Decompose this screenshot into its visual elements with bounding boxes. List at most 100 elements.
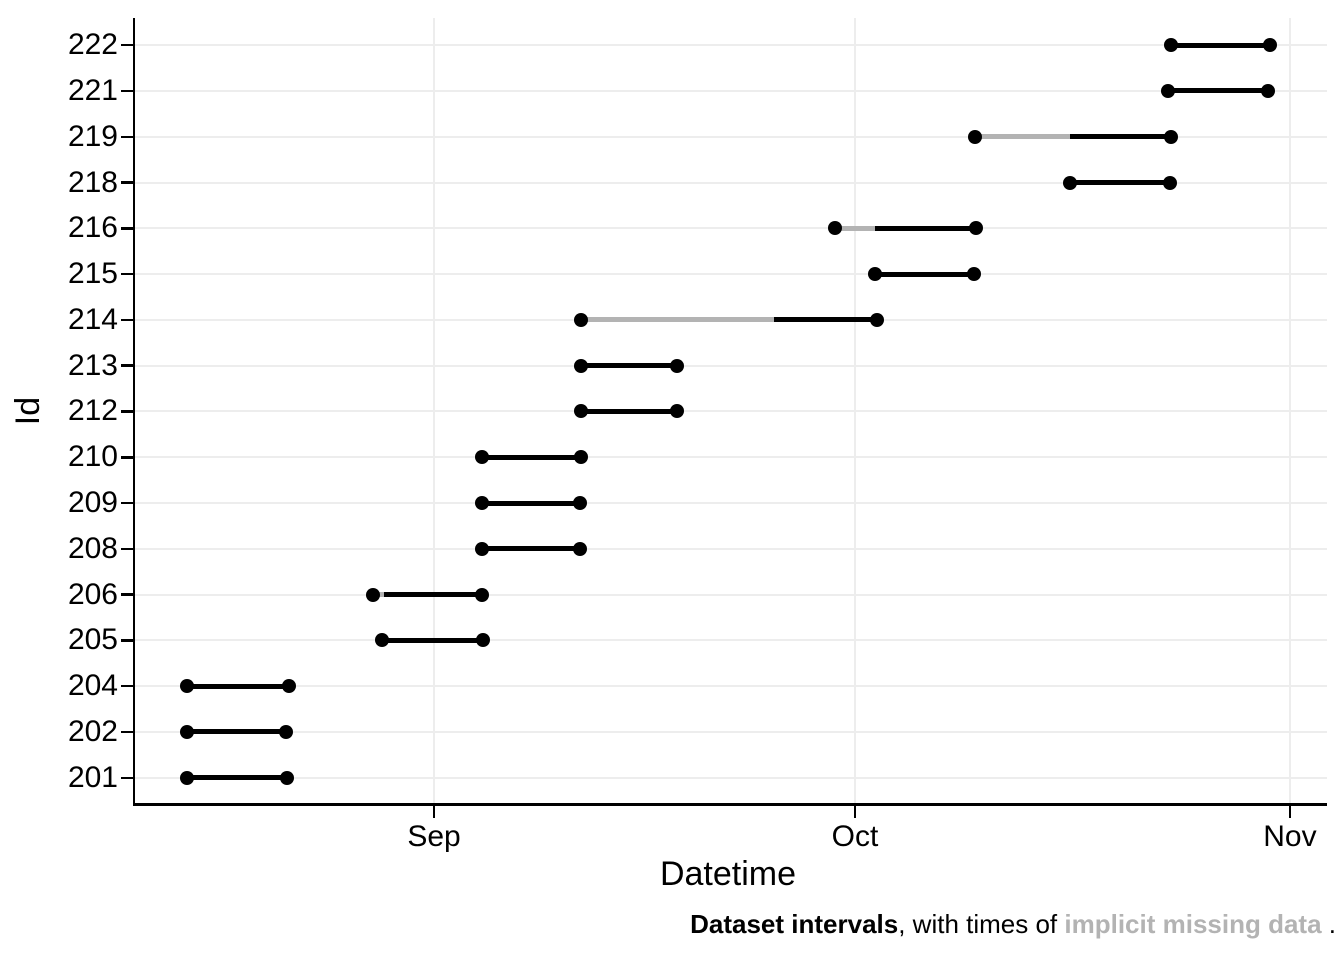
h-gridline xyxy=(135,593,1327,596)
interval-bar xyxy=(382,637,484,643)
interval-bar xyxy=(581,408,678,414)
x-tick xyxy=(853,805,857,818)
y-tick xyxy=(120,410,133,413)
x-axis-line xyxy=(132,803,1327,806)
y-tick xyxy=(120,181,133,184)
h-gridline xyxy=(135,89,1327,92)
h-gridline xyxy=(135,135,1327,138)
y-tick-label: 222 xyxy=(67,28,118,62)
h-gridline xyxy=(135,685,1327,688)
y-tick xyxy=(120,456,133,459)
interval-dot xyxy=(869,312,884,327)
caption-bold-lead: Dataset intervals xyxy=(690,909,899,939)
y-tick xyxy=(120,730,133,734)
interval-dot xyxy=(1163,38,1178,53)
y-tick xyxy=(120,43,133,47)
interval-bar xyxy=(187,729,286,735)
y-tick-label: 215 xyxy=(67,257,118,291)
h-gridline xyxy=(135,456,1327,459)
y-tick-label: 221 xyxy=(67,73,118,107)
missing-bar xyxy=(581,317,775,323)
x-tick-label: Nov xyxy=(1263,820,1317,853)
interval-dot xyxy=(475,587,490,602)
x-axis-title: Datetime xyxy=(659,855,797,893)
interval-bar xyxy=(774,317,877,323)
interval-bar xyxy=(581,363,678,369)
interval-dot xyxy=(574,358,589,373)
interval-dot xyxy=(180,724,195,739)
interval-bar xyxy=(482,454,582,460)
h-gridline xyxy=(135,410,1327,413)
y-tick-label: 202 xyxy=(67,714,118,748)
interval-dot xyxy=(967,129,982,144)
missing-bar xyxy=(974,134,1071,140)
y-tick xyxy=(120,776,133,779)
interval-bar xyxy=(874,271,974,277)
interval-dot xyxy=(574,450,589,465)
interval-dot xyxy=(1263,38,1278,53)
interval-dot xyxy=(968,221,983,236)
interval-dot xyxy=(574,312,589,327)
h-gridline xyxy=(135,273,1327,276)
y-tick-label: 210 xyxy=(67,440,118,474)
x-tick xyxy=(1288,805,1292,818)
interval-dot xyxy=(1162,175,1177,190)
interval-dot xyxy=(867,267,882,282)
y-tick xyxy=(120,547,133,551)
y-tick-label: 216 xyxy=(67,211,118,245)
v-gridline xyxy=(433,18,436,803)
y-tick xyxy=(120,639,133,642)
y-tick xyxy=(120,501,133,505)
interval-bar xyxy=(1170,42,1271,48)
interval-bar xyxy=(384,592,483,598)
interval-dot xyxy=(475,541,490,556)
y-tick xyxy=(120,227,133,230)
h-gridline xyxy=(135,181,1327,184)
caption-middle-text: , with times of xyxy=(898,909,1065,939)
h-gridline xyxy=(135,227,1327,230)
caption-period: . xyxy=(1321,909,1336,939)
interval-bar xyxy=(482,500,580,506)
interval-dot xyxy=(670,358,685,373)
interval-bar xyxy=(1167,88,1268,94)
interval-dot xyxy=(574,404,589,419)
y-axis-line xyxy=(132,18,135,806)
interval-dot xyxy=(180,770,195,785)
interval-dot xyxy=(375,633,390,648)
interval-dot xyxy=(365,587,380,602)
missing-bar xyxy=(835,225,875,231)
caption-missing-data-text: implicit missing data xyxy=(1064,909,1322,939)
interval-dot xyxy=(1260,83,1275,98)
interval-dot xyxy=(572,496,587,511)
h-gridline xyxy=(135,364,1327,367)
y-tick xyxy=(120,364,133,367)
y-tick xyxy=(120,318,133,322)
caption: Dataset intervals, with times of implici… xyxy=(136,908,1336,940)
interval-dot xyxy=(966,267,981,282)
interval-dot xyxy=(281,679,296,694)
interval-dot xyxy=(279,770,294,785)
interval-dot xyxy=(180,679,195,694)
y-tick-label: 206 xyxy=(67,577,118,611)
interval-dot xyxy=(1163,129,1178,144)
interval-bar xyxy=(482,546,580,552)
interval-dot xyxy=(475,496,490,511)
x-tick-label: Oct xyxy=(831,820,879,853)
y-tick xyxy=(120,593,133,596)
y-tick-label: 213 xyxy=(67,348,118,382)
y-tick xyxy=(120,135,133,139)
y-tick-label: 204 xyxy=(67,669,118,703)
interval-bar xyxy=(187,683,289,689)
interval-dot xyxy=(1160,83,1175,98)
y-tick-label: 209 xyxy=(67,486,118,520)
interval-dot xyxy=(476,633,491,648)
interval-dot xyxy=(572,541,587,556)
v-gridline xyxy=(1288,18,1291,803)
y-tick xyxy=(120,89,133,93)
y-tick xyxy=(120,684,133,688)
interval-dot xyxy=(1063,175,1078,190)
interval-bar xyxy=(1070,180,1170,186)
h-gridline xyxy=(135,547,1327,550)
y-tick-label: 205 xyxy=(67,623,118,657)
